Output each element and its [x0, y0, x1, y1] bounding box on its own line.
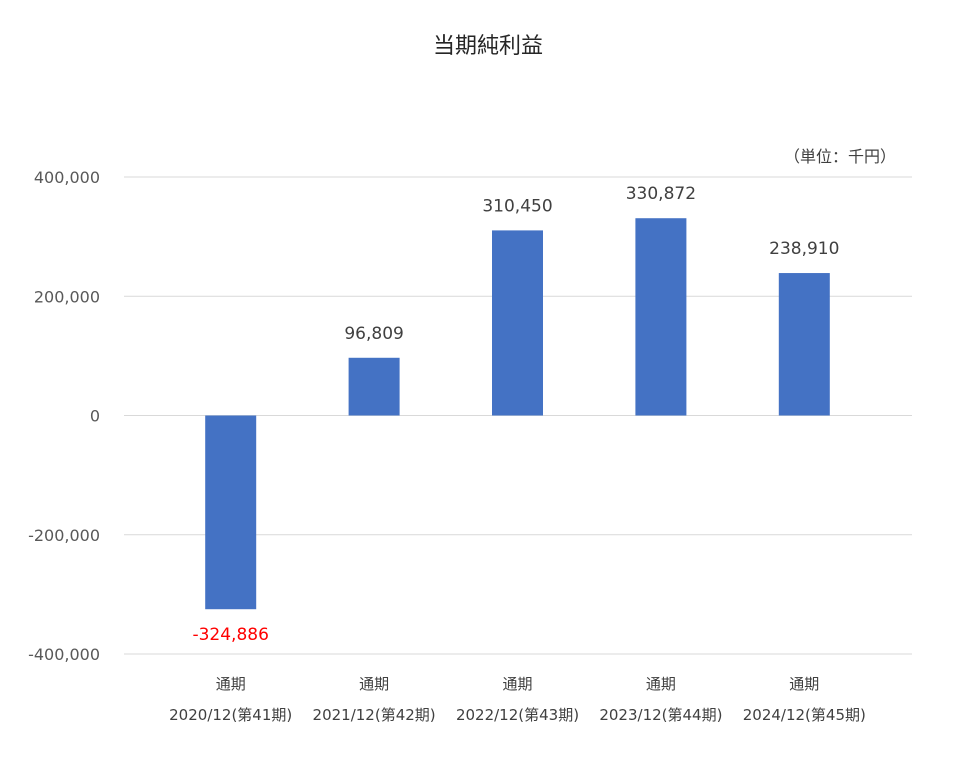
bar — [348, 357, 400, 416]
y-tick-label: 400,000 — [34, 168, 100, 187]
y-tick-label: -400,000 — [28, 645, 100, 664]
x-category-label: 2024/12(第45期) — [743, 706, 866, 724]
y-tick-label: 200,000 — [34, 287, 100, 306]
y-tick-label: 0 — [90, 407, 100, 426]
data-label: 310,450 — [482, 196, 552, 216]
x-category-label: 通期 — [216, 675, 246, 693]
x-category-label: 通期 — [789, 675, 819, 693]
bar — [492, 230, 543, 416]
x-category-label: 2020/12(第41期) — [169, 706, 292, 724]
bar — [778, 273, 830, 416]
unit-note: （単位：千円） — [783, 147, 896, 166]
data-label: 96,809 — [344, 324, 403, 344]
data-label: 330,872 — [626, 184, 696, 204]
chart-title: 当期純利益 — [432, 34, 543, 59]
bar — [635, 218, 687, 416]
x-category-label: 通期 — [646, 675, 676, 693]
x-category-label: 2021/12(第42期) — [313, 706, 436, 724]
x-category-label: 2022/12(第43期) — [456, 706, 579, 724]
bar — [205, 415, 257, 610]
data-label: -324,886 — [192, 625, 268, 645]
y-tick-label: -200,000 — [28, 526, 100, 545]
x-category-label: 通期 — [502, 675, 532, 693]
x-category-label: 通期 — [359, 675, 389, 693]
x-category-label: 2023/12(第44期) — [599, 706, 722, 724]
data-label: 238,910 — [769, 239, 839, 259]
